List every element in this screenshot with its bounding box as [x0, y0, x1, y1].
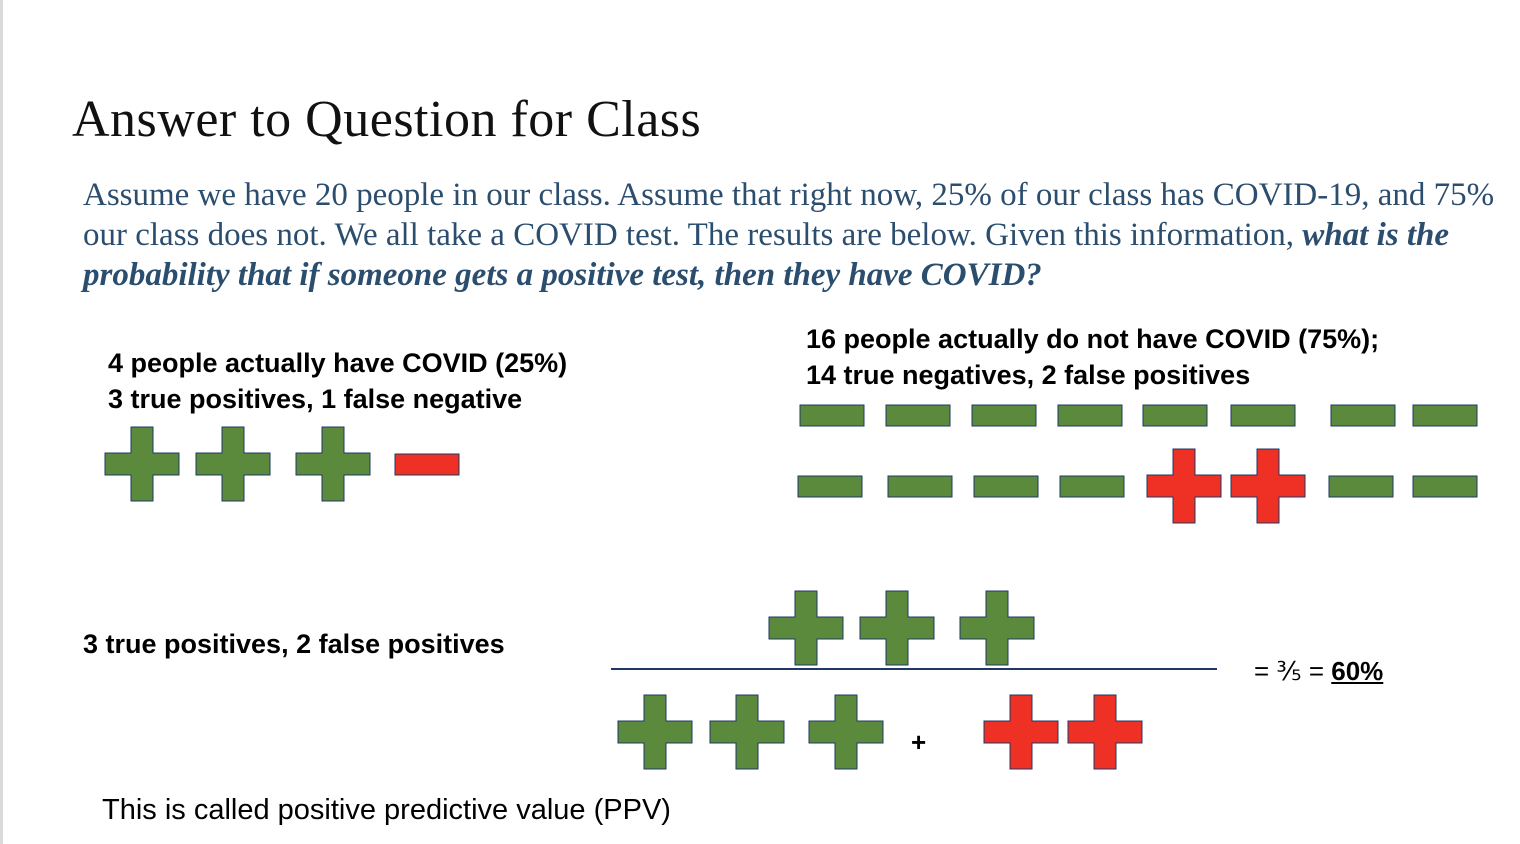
green-minus-icon: [1059, 475, 1125, 498]
red-minus-icon: [394, 453, 460, 476]
red-plus-icon: [983, 694, 1059, 770]
slide-edge: [0, 0, 3, 844]
green-minus-icon: [973, 475, 1039, 498]
summary-caption: 3 true positives, 2 false positives: [83, 629, 505, 659]
covid-group-line2: 3 true positives, 1 false negative: [108, 384, 523, 414]
green-plus-icon: [617, 694, 693, 770]
ppv-note: This is called positive predictive value…: [102, 794, 671, 826]
green-plus-icon: [808, 694, 884, 770]
covid-group-caption: 4 people actually have COVID (25%) 3 tru…: [108, 345, 567, 417]
green-plus-icon: [709, 694, 785, 770]
green-minus-icon: [1230, 404, 1296, 427]
green-plus-icon: [959, 590, 1035, 666]
equation-result: 60%: [1331, 656, 1384, 686]
green-minus-icon: [1142, 404, 1208, 427]
green-plus-icon: [195, 426, 271, 502]
no-covid-group-line1: 16 people actually do not have COVID (75…: [806, 324, 1380, 354]
green-plus-icon: [859, 590, 935, 666]
green-minus-icon: [799, 404, 865, 427]
red-plus-icon: [1067, 694, 1143, 770]
green-minus-icon: [1330, 404, 1396, 427]
plus-sign: +: [911, 727, 927, 757]
question-text: Assume we have 20 people in our class. A…: [83, 175, 1503, 295]
green-plus-icon: [295, 426, 371, 502]
no-covid-group-caption: 16 people actually do not have COVID (75…: [806, 321, 1379, 393]
green-plus-icon: [104, 426, 180, 502]
green-plus-icon: [768, 590, 844, 666]
green-minus-icon: [797, 475, 863, 498]
equation: = ⅗ = 60%: [1254, 656, 1383, 687]
green-minus-icon: [1412, 475, 1478, 498]
equation-prefix: = ⅗ =: [1254, 656, 1332, 686]
covid-group-line1: 4 people actually have COVID (25%): [108, 348, 568, 378]
red-plus-icon: [1146, 448, 1222, 524]
green-minus-icon: [1328, 475, 1394, 498]
red-plus-icon: [1230, 448, 1306, 524]
green-minus-icon: [887, 475, 953, 498]
green-minus-icon: [971, 404, 1037, 427]
question-emphasis: what is the probability that if someone …: [83, 217, 1450, 293]
no-covid-group-line2: 14 true negatives, 2 false positives: [806, 360, 1251, 390]
fraction-line: [611, 668, 1217, 670]
question-plain: Assume we have 20 people in our class. A…: [83, 177, 1495, 253]
green-minus-icon: [885, 404, 951, 427]
slide-title: Answer to Question for Class: [72, 91, 702, 148]
green-minus-icon: [1412, 404, 1478, 427]
green-minus-icon: [1057, 404, 1123, 427]
